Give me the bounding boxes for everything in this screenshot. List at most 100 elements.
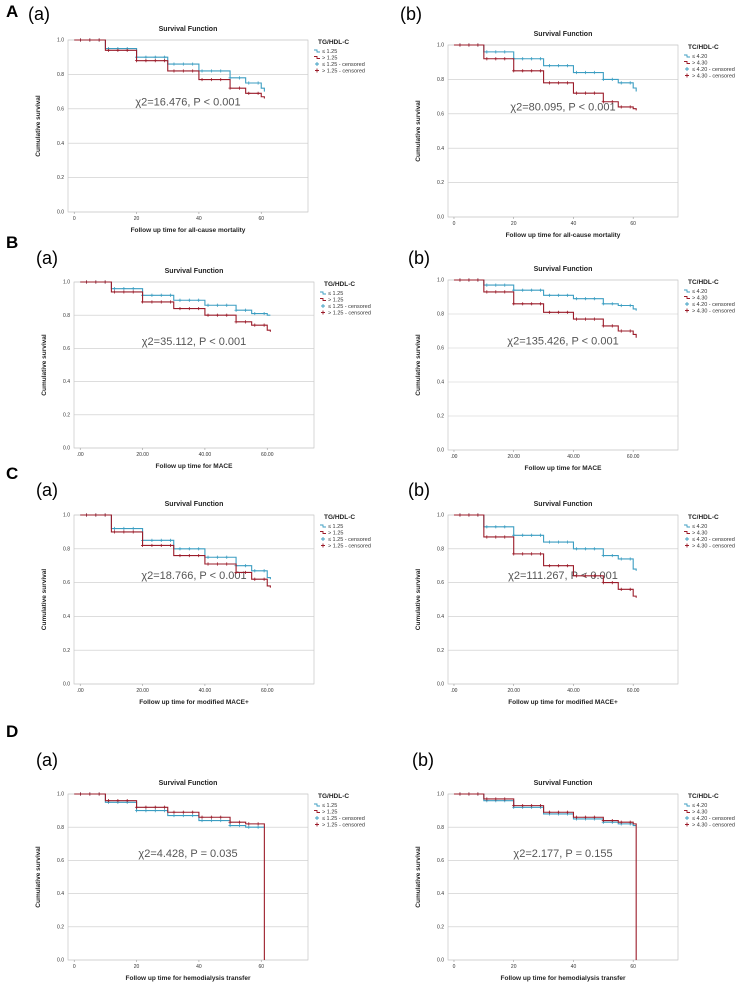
chart-title: Survival Function [534, 501, 593, 508]
legend-entry: > 1.25 - censored [328, 310, 371, 316]
x-tick-label: 40 [196, 216, 202, 222]
y-tick-label: 0.8 [437, 77, 444, 83]
y-tick-label: 1.0 [437, 278, 444, 284]
censor-mark [556, 64, 561, 68]
censor-mark [178, 547, 182, 551]
x-tick-label: 0 [453, 964, 456, 970]
legend-entry: > 1.25 - censored [322, 822, 365, 828]
y-tick-label: 0.2 [437, 648, 444, 654]
censor-mark [583, 70, 588, 75]
x-tick-label: 40 [196, 964, 202, 970]
censor-mark [237, 823, 242, 828]
chart-svg: Survival Function 0.0 0.2 0.4 0.6 0.8 1.0 0 20 40… [415, 31, 735, 239]
censor-mark [247, 825, 251, 829]
legend-entry: ≤ 4.20 [692, 803, 707, 809]
legend-censor-swatch [685, 302, 689, 306]
legend-entry: > 1.25 - censored [328, 543, 371, 549]
censor-mark [153, 55, 157, 59]
km-chart-d-b: Survival Function 0.0 0.2 0.4 0.6 0.8 1.0 0 20 40… [410, 776, 740, 988]
y-tick-label: 0.8 [437, 546, 444, 552]
x-axis-label: Follow up time for MACE [525, 465, 603, 472]
censor-mark [181, 62, 185, 66]
censor-mark [619, 329, 623, 333]
censor-mark [172, 62, 176, 66]
censor-mark [97, 792, 101, 796]
censor-mark [187, 306, 191, 311]
legend-censor-swatch [685, 822, 689, 827]
plot-frame [447, 793, 679, 961]
censor-mark [485, 290, 489, 294]
censor-mark [503, 535, 507, 539]
censor-mark [84, 513, 89, 517]
legend-censor-swatch [685, 73, 689, 78]
chart-svg: Survival Function 0.0 0.2 0.4 0.6 0.8 1.0 0 20 40… [415, 780, 735, 982]
plot-frame [67, 793, 309, 961]
x-axis-label: Follow up time for hemodialysis transfer [126, 975, 251, 982]
censor-mark [574, 574, 579, 578]
censor-mark [197, 553, 201, 558]
x-axis-label: Follow up time for all-cause mortality [506, 232, 621, 239]
censor-mark [485, 283, 489, 287]
censor-mark [538, 804, 543, 808]
censor-mark [106, 48, 111, 52]
censor-mark [485, 535, 489, 539]
series-line-low [453, 279, 637, 311]
legend-line-swatch [684, 61, 690, 64]
y-tick-label: 1.0 [437, 43, 444, 49]
y-tick-label: 0.2 [57, 924, 64, 930]
x-tick-label: 20.00 [136, 452, 149, 458]
censor-mark [583, 297, 588, 301]
legend-entry: ≤ 1.25 [322, 803, 337, 809]
legend-title: TC/HDL-C [688, 44, 719, 51]
legend-entry: > 1.25 [322, 809, 337, 815]
censor-mark [547, 564, 552, 568]
censor-mark [619, 820, 623, 824]
censor-mark [122, 530, 126, 534]
censor-mark [134, 805, 139, 809]
censor-mark [144, 805, 148, 809]
panel-letter-b-b: (b) [408, 248, 430, 268]
censor-mark [262, 577, 266, 581]
legend-entry: ≤ 4.20 [692, 289, 707, 295]
y-tick-label: 0.4 [437, 380, 444, 386]
censor-mark [163, 55, 167, 59]
censor-mark [219, 818, 223, 823]
censor-mark [116, 48, 120, 52]
censor-mark [467, 792, 471, 796]
y-tick-label: 0.8 [437, 312, 444, 318]
censor-mark [628, 587, 632, 591]
row-letter-b: B [6, 233, 19, 252]
censor-mark [159, 543, 163, 548]
censor-mark [191, 813, 195, 818]
censor-mark [610, 818, 614, 823]
censor-mark [485, 57, 489, 61]
censor-mark [215, 303, 219, 307]
x-tick-label: 60 [630, 221, 636, 227]
censor-mark [556, 310, 561, 314]
censor-mark [610, 324, 614, 328]
y-tick-label: 0.4 [63, 379, 70, 385]
censor-mark [628, 303, 632, 308]
km-chart-b-a: Survival Function 0.0 0.2 0.4 0.6 0.8 1.0 .00 20… [36, 264, 376, 476]
legend-censor-swatch [685, 543, 689, 548]
censor-mark [521, 552, 525, 556]
censor-mark [485, 797, 489, 801]
legend-entry: ≤ 1.25 - censored [328, 537, 371, 543]
censor-mark [619, 303, 623, 308]
y-tick-label: 0.4 [63, 614, 70, 620]
legend-censor-swatch [321, 543, 325, 548]
censor-mark [601, 77, 605, 81]
legend-entry: > 4.30 [692, 60, 707, 66]
censor-mark [234, 308, 238, 312]
censor-mark [178, 553, 182, 558]
legend-line-swatch [320, 291, 326, 295]
y-tick-label: 0.2 [63, 648, 70, 654]
censor-mark [619, 81, 623, 85]
censor-mark [521, 804, 525, 808]
censor-mark [628, 820, 632, 824]
series-line-low [453, 44, 637, 92]
legend-entry: > 1.25 [328, 297, 343, 303]
censor-mark [592, 547, 596, 551]
legend-entry: > 4.30 - censored [692, 543, 735, 549]
censor-mark [503, 57, 507, 61]
